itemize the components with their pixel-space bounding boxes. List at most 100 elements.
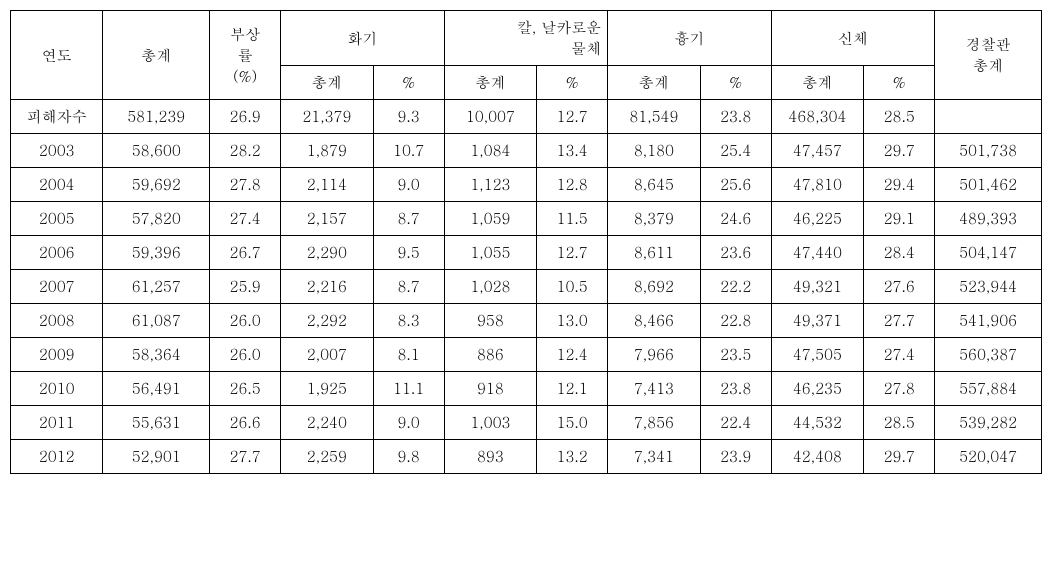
cell-knife-pct: 10.5: [537, 270, 608, 304]
header-firearm: 화기: [281, 11, 445, 66]
header-body-total: 총계: [771, 66, 863, 100]
cell-blunt-pct: 25.4: [700, 134, 771, 168]
cell-knife-pct: 15.0: [537, 406, 608, 440]
cell-year: 2007: [11, 270, 103, 304]
header-total: 총계: [103, 11, 210, 100]
cell-body-pct: 28.5: [864, 100, 935, 134]
table-row: 피해자수581,23926.921,3799.310,00712.781,549…: [11, 100, 1042, 134]
cell-blunt-pct: 24.6: [700, 202, 771, 236]
cell-rate: 26.0: [210, 338, 281, 372]
header-police: 경찰관총계: [935, 11, 1042, 100]
cell-year: 2005: [11, 202, 103, 236]
table-row: 200459,69227.82,1149.01,12312.88,64525.6…: [11, 168, 1042, 202]
cell-rate: 26.6: [210, 406, 281, 440]
cell-body-pct: 29.1: [864, 202, 935, 236]
cell-knife-pct: 12.8: [537, 168, 608, 202]
cell-firearm-total: 2,292: [281, 304, 373, 338]
header-knife-pct: %: [537, 66, 608, 100]
cell-firearm-total: 2,114: [281, 168, 373, 202]
cell-total: 57,820: [103, 202, 210, 236]
cell-total: 56,491: [103, 372, 210, 406]
cell-blunt-pct: 22.8: [700, 304, 771, 338]
cell-year: 2011: [11, 406, 103, 440]
cell-firearm-total: 1,925: [281, 372, 373, 406]
cell-total: 59,396: [103, 236, 210, 270]
cell-body-pct: 27.4: [864, 338, 935, 372]
cell-firearm-pct: 9.0: [373, 168, 444, 202]
cell-blunt-total: 7,856: [608, 406, 700, 440]
cell-total: 59,692: [103, 168, 210, 202]
header-firearm-total: 총계: [281, 66, 373, 100]
cell-knife-pct: 11.5: [537, 202, 608, 236]
cell-firearm-total: 2,290: [281, 236, 373, 270]
header-blunt: 흉기: [608, 11, 772, 66]
table-body: 피해자수581,23926.921,3799.310,00712.781,549…: [11, 100, 1042, 474]
header-knife-total: 총계: [444, 66, 536, 100]
cell-blunt-pct: 25.6: [700, 168, 771, 202]
cell-rate: 26.9: [210, 100, 281, 134]
cell-total: 55,631: [103, 406, 210, 440]
cell-police: 501,462: [935, 168, 1042, 202]
cell-blunt-pct: 23.8: [700, 372, 771, 406]
table-row: 200358,60028.21,87910.71,08413.48,18025.…: [11, 134, 1042, 168]
cell-blunt-total: 8,692: [608, 270, 700, 304]
cell-rate: 27.8: [210, 168, 281, 202]
cell-body-total: 47,505: [771, 338, 863, 372]
header-blunt-total: 총계: [608, 66, 700, 100]
header-body-pct: %: [864, 66, 935, 100]
cell-total: 58,600: [103, 134, 210, 168]
cell-knife-pct: 12.7: [537, 100, 608, 134]
cell-knife-total: 10,007: [444, 100, 536, 134]
cell-rate: 25.9: [210, 270, 281, 304]
cell-knife-total: 1,059: [444, 202, 536, 236]
table-row: 200659,39626.72,2909.51,05512.78,61123.6…: [11, 236, 1042, 270]
cell-body-total: 47,440: [771, 236, 863, 270]
cell-year: 피해자수: [11, 100, 103, 134]
table-row: 200958,36426.02,0078.188612.47,96623.547…: [11, 338, 1042, 372]
header-knife: 칼, 날카로운물체: [444, 11, 608, 66]
table-row: 200557,82027.42,1578.71,05911.58,37924.6…: [11, 202, 1042, 236]
cell-body-total: 49,321: [771, 270, 863, 304]
cell-firearm-pct: 8.7: [373, 202, 444, 236]
cell-firearm-total: 1,879: [281, 134, 373, 168]
cell-firearm-pct: 9.3: [373, 100, 444, 134]
header-body: 신체: [771, 11, 935, 66]
cell-body-pct: 27.6: [864, 270, 935, 304]
cell-firearm-pct: 8.1: [373, 338, 444, 372]
cell-knife-total: 1,123: [444, 168, 536, 202]
cell-total: 61,087: [103, 304, 210, 338]
cell-firearm-pct: 9.5: [373, 236, 444, 270]
cell-body-total: 46,235: [771, 372, 863, 406]
cell-knife-pct: 12.4: [537, 338, 608, 372]
cell-blunt-pct: 23.9: [700, 440, 771, 474]
cell-firearm-total: 2,157: [281, 202, 373, 236]
cell-firearm-pct: 11.1: [373, 372, 444, 406]
table-header: 연도 총계 부상률(%) 화기 칼, 날카로운물체 흉기 신체 경찰관총계 총계…: [11, 11, 1042, 100]
cell-firearm-pct: 10.7: [373, 134, 444, 168]
cell-blunt-total: 8,611: [608, 236, 700, 270]
table-row: 200861,08726.02,2928.395813.08,46622.849…: [11, 304, 1042, 338]
cell-total: 61,257: [103, 270, 210, 304]
cell-police: 489,393: [935, 202, 1042, 236]
cell-knife-pct: 12.7: [537, 236, 608, 270]
header-blunt-pct: %: [700, 66, 771, 100]
cell-firearm-pct: 9.0: [373, 406, 444, 440]
cell-knife-total: 1,028: [444, 270, 536, 304]
cell-police: 520,047: [935, 440, 1042, 474]
cell-blunt-total: 7,413: [608, 372, 700, 406]
cell-body-pct: 29.4: [864, 168, 935, 202]
cell-body-total: 42,408: [771, 440, 863, 474]
cell-body-total: 46,225: [771, 202, 863, 236]
cell-rate: 26.0: [210, 304, 281, 338]
cell-blunt-pct: 23.6: [700, 236, 771, 270]
cell-knife-pct: 13.0: [537, 304, 608, 338]
cell-firearm-pct: 9.8: [373, 440, 444, 474]
cell-police: 539,282: [935, 406, 1042, 440]
cell-blunt-total: 81,549: [608, 100, 700, 134]
cell-firearm-total: 2,259: [281, 440, 373, 474]
cell-rate: 28.2: [210, 134, 281, 168]
cell-year: 2012: [11, 440, 103, 474]
cell-knife-total: 958: [444, 304, 536, 338]
cell-firearm-total: 2,240: [281, 406, 373, 440]
cell-blunt-pct: 22.4: [700, 406, 771, 440]
